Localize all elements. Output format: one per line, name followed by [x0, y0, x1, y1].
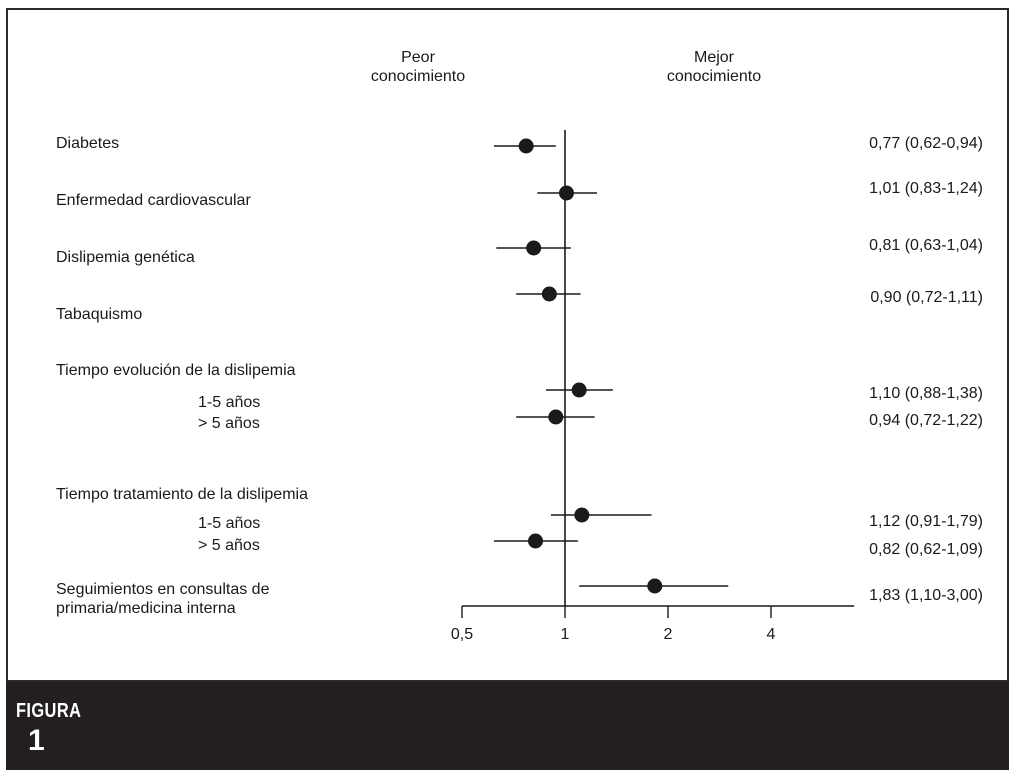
- estimate-label: 1,01 (0,83-1,24): [869, 180, 983, 197]
- point-estimate: [526, 240, 542, 256]
- header-right: conocimiento: [667, 68, 761, 85]
- caption-bar: FIGURA 1: [6, 682, 1009, 770]
- x-tick-label: 0,5: [451, 626, 473, 643]
- row-sublabel: > 5 años: [198, 415, 260, 432]
- group-label: primaria/medicina interna: [56, 600, 236, 617]
- x-tick-label: 1: [561, 626, 570, 643]
- figure-number: 1: [28, 724, 45, 757]
- group-label: Tabaquismo: [56, 306, 142, 323]
- header-left: Peor: [401, 49, 435, 66]
- header-left: conocimiento: [371, 68, 465, 85]
- estimate-label: 1,10 (0,88-1,38): [869, 385, 983, 402]
- estimate-label: 0,77 (0,62-0,94): [869, 135, 983, 152]
- estimate-label: 1,12 (0,91-1,79): [869, 513, 983, 530]
- row-sublabel: > 5 años: [198, 537, 260, 554]
- forest-plot: Peor conocimiento Mejor conocimiento Diabete…: [56, 49, 983, 643]
- group-label: Enfermedad cardiovascular: [56, 192, 251, 209]
- point-estimate: [558, 185, 574, 201]
- point-estimate: [647, 578, 663, 594]
- point-estimate: [571, 382, 587, 398]
- estimate-label: 1,83 (1,10-3,00): [869, 587, 983, 604]
- point-estimate: [518, 138, 534, 154]
- estimate-label: 0,81 (0,63-1,04): [869, 237, 983, 254]
- group-label: Seguimientos en consultas de: [56, 581, 270, 598]
- estimate-label: 0,82 (0,62-1,09): [869, 541, 983, 558]
- estimate-label: 0,90 (0,72-1,11): [870, 289, 983, 306]
- row-sublabel: 1-5 años: [198, 394, 260, 411]
- point-estimate: [528, 533, 544, 549]
- group-label: Tiempo evolución de la dislipemia: [56, 362, 296, 379]
- group-label: Diabetes: [56, 135, 119, 152]
- group-label: Dislipemia genética: [56, 249, 195, 266]
- group-label: Tiempo tratamiento de la dislipemia: [56, 486, 308, 503]
- x-tick-label: 2: [664, 626, 673, 643]
- point-estimate: [541, 286, 557, 302]
- row-sublabel: 1-5 años: [198, 515, 260, 532]
- header-right: Mejor: [694, 49, 735, 66]
- point-estimate: [574, 507, 590, 523]
- x-tick-label: 4: [767, 626, 776, 643]
- figure-word: FIGURA: [16, 700, 82, 722]
- estimate-label: 0,94 (0,72-1,22): [869, 412, 983, 429]
- figure-panel: Peor conocimiento Mejor conocimiento Diabete…: [6, 8, 1009, 682]
- point-estimate: [548, 409, 564, 425]
